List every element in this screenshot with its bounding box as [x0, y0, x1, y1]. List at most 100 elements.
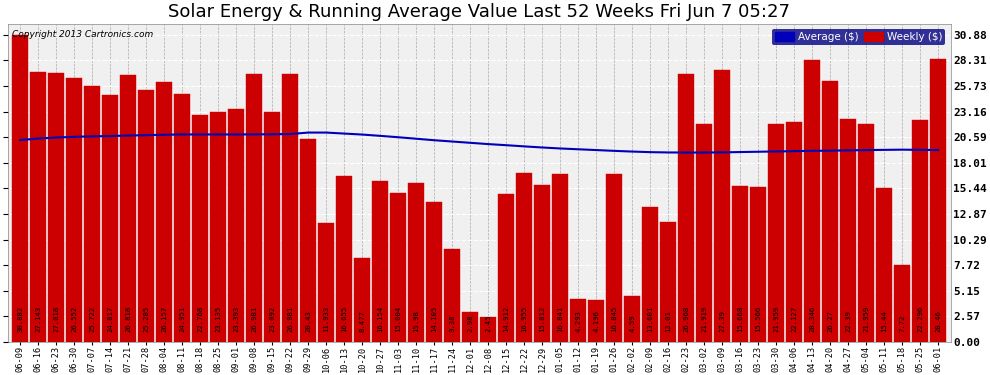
Text: 15.44: 15.44: [881, 310, 887, 332]
Text: 26.27: 26.27: [827, 310, 834, 332]
Text: 7.72: 7.72: [899, 314, 905, 332]
Bar: [822, 81, 838, 342]
Bar: [66, 78, 82, 342]
Bar: [552, 174, 568, 342]
Text: 14.912: 14.912: [503, 306, 509, 332]
Bar: [535, 184, 550, 342]
Bar: [318, 223, 334, 342]
Text: 20.43: 20.43: [305, 310, 311, 332]
Bar: [264, 112, 280, 342]
Text: 25.722: 25.722: [89, 306, 95, 332]
Text: 16.655: 16.655: [342, 306, 347, 332]
Text: 27.143: 27.143: [36, 306, 42, 332]
Bar: [210, 112, 226, 342]
Text: 15.668: 15.668: [738, 306, 743, 332]
Bar: [678, 74, 694, 342]
Bar: [570, 299, 586, 342]
Text: 26.968: 26.968: [683, 306, 689, 332]
Bar: [337, 176, 352, 342]
Bar: [408, 183, 424, 342]
Bar: [12, 35, 28, 342]
Bar: [372, 181, 388, 342]
Text: 2.98: 2.98: [467, 314, 473, 332]
Bar: [786, 122, 802, 342]
Text: 23.092: 23.092: [269, 306, 275, 332]
Text: 4.59: 4.59: [629, 314, 636, 332]
Text: 15.812: 15.812: [540, 306, 545, 332]
Bar: [445, 249, 460, 342]
Text: 12.01: 12.01: [665, 310, 671, 332]
Text: 28.346: 28.346: [809, 306, 815, 332]
Bar: [696, 124, 712, 342]
Text: 22.127: 22.127: [791, 306, 797, 332]
Text: 14.105: 14.105: [432, 306, 438, 332]
Text: 15.004: 15.004: [395, 306, 401, 332]
Bar: [282, 74, 298, 342]
Text: 22.39: 22.39: [845, 310, 851, 332]
Text: 9.38: 9.38: [449, 314, 455, 332]
Bar: [427, 202, 443, 342]
Text: 22.768: 22.768: [197, 306, 203, 332]
Text: 26.552: 26.552: [71, 306, 77, 332]
Text: 27.018: 27.018: [53, 306, 59, 332]
Text: 16.955: 16.955: [521, 306, 527, 332]
Bar: [300, 139, 316, 342]
Bar: [625, 296, 641, 342]
Text: 26.981: 26.981: [287, 306, 293, 332]
Bar: [229, 109, 245, 342]
Text: 8.477: 8.477: [359, 310, 365, 332]
Bar: [768, 123, 784, 342]
Text: 15.98: 15.98: [413, 310, 419, 332]
Bar: [462, 312, 478, 342]
Bar: [643, 207, 658, 342]
Bar: [354, 258, 370, 342]
Text: 21.919: 21.919: [701, 306, 707, 332]
Text: 2.45: 2.45: [485, 314, 491, 332]
Bar: [912, 120, 928, 342]
Bar: [49, 73, 64, 342]
Text: 15.566: 15.566: [755, 306, 761, 332]
Bar: [247, 74, 262, 342]
Text: 21.959: 21.959: [863, 306, 869, 332]
Bar: [390, 193, 406, 342]
Text: 26.981: 26.981: [251, 306, 257, 332]
Bar: [192, 116, 208, 342]
Legend: Average ($), Weekly ($): Average ($), Weekly ($): [772, 29, 945, 45]
Text: 16.845: 16.845: [611, 306, 617, 332]
Bar: [660, 222, 676, 342]
Text: 23.393: 23.393: [234, 306, 240, 332]
Bar: [31, 72, 47, 342]
Bar: [84, 86, 100, 342]
Bar: [733, 186, 748, 342]
Text: 4.196: 4.196: [593, 310, 599, 332]
Text: 4.293: 4.293: [575, 310, 581, 332]
Bar: [750, 187, 766, 342]
Text: 21.959: 21.959: [773, 306, 779, 332]
Text: 28.46: 28.46: [936, 310, 941, 332]
Bar: [606, 174, 622, 342]
Bar: [894, 265, 910, 342]
Bar: [841, 119, 856, 342]
Text: 11.933: 11.933: [323, 306, 330, 332]
Text: 23.135: 23.135: [215, 306, 221, 332]
Text: 22.296: 22.296: [917, 306, 923, 332]
Text: 13.601: 13.601: [647, 306, 653, 332]
Text: 16.154: 16.154: [377, 306, 383, 332]
Text: 30.882: 30.882: [17, 306, 23, 332]
Text: 25.285: 25.285: [144, 306, 149, 332]
Bar: [121, 75, 137, 342]
Text: 26.157: 26.157: [161, 306, 167, 332]
Bar: [714, 69, 730, 342]
Bar: [876, 188, 892, 342]
Text: Copyright 2013 Cartronics.com: Copyright 2013 Cartronics.com: [12, 30, 153, 39]
Text: 24.817: 24.817: [107, 306, 113, 332]
Bar: [588, 300, 604, 342]
Bar: [480, 318, 496, 342]
Bar: [139, 90, 154, 342]
Bar: [156, 82, 172, 342]
Bar: [174, 94, 190, 342]
Title: Solar Energy & Running Average Value Last 52 Weeks Fri Jun 7 05:27: Solar Energy & Running Average Value Las…: [168, 3, 790, 21]
Text: 27.39: 27.39: [719, 310, 725, 332]
Bar: [804, 60, 820, 342]
Bar: [931, 59, 946, 342]
